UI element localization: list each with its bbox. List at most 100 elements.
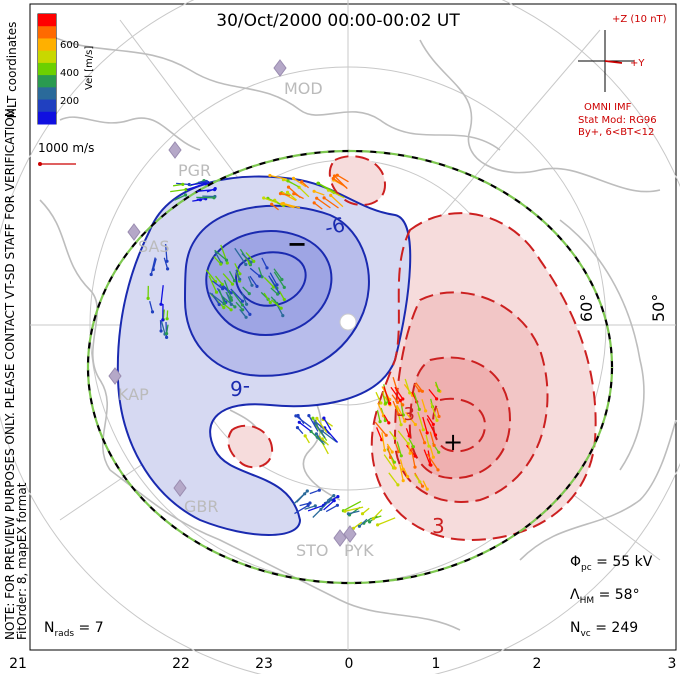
imf-y-label: +Y [630, 58, 645, 69]
velocity-vector-origin [429, 463, 432, 466]
velocity-vector-origin [165, 336, 168, 339]
velocity-vector-origin [161, 318, 164, 321]
velocity-vector-origin [421, 390, 424, 393]
stat-nrads: Nrads = 7 [44, 620, 104, 639]
velocity-vector-origin [287, 186, 290, 189]
velocity-vector-origin [418, 389, 421, 392]
mlt-tick-3: 3 [668, 656, 677, 672]
velocity-vector-origin [402, 479, 405, 482]
velocity-vector-origin [313, 190, 316, 193]
velocity-vector-origin [347, 512, 350, 515]
velocity-vector-origin [408, 434, 411, 437]
velocity-vector-origin [389, 456, 392, 459]
velocity-vector [299, 422, 310, 431]
velocity-vector-origin [329, 498, 332, 501]
imf-clock: +Z (10 nT) +Y OMNI IMF Stat Mod: RG96 By… [578, 14, 667, 138]
velocity-vector [161, 320, 162, 331]
station-marker-mod [274, 60, 286, 76]
velocity-vector-origin [434, 433, 437, 436]
velocity-vector-origin [436, 468, 439, 471]
velocity-vector-origin [297, 414, 300, 417]
velocity-vector-origin [279, 192, 282, 195]
station-label-gbr: GBR [184, 497, 219, 516]
velocity-vector-origin [408, 391, 411, 394]
velocity-vector-origin [427, 445, 430, 448]
velocity-vector-origin [231, 283, 234, 286]
velocity-vector-origin [226, 261, 229, 264]
velocity-vector-origin [233, 305, 236, 308]
coordinate-system-label: MLT coordinates [5, 22, 19, 119]
svg-text:Nrads = 7: Nrads = 7 [44, 620, 104, 639]
velocity-vector-origin [268, 174, 271, 177]
velocity-vector-origin [387, 421, 390, 424]
station-marker-pgr [169, 142, 181, 158]
velocity-vector-origin [379, 401, 382, 404]
stat-lambda-hm: ΛHM = 58° [570, 587, 640, 606]
colorbar-cell [38, 51, 56, 64]
lat-label-60: 60° [577, 294, 596, 322]
velocity-vector-origin [306, 489, 309, 492]
station-label-mod: MOD [284, 79, 323, 98]
velocity-colorbar: 600 400 200 Vel [m/s] [38, 14, 95, 125]
velocity-vector-origin [204, 182, 207, 185]
velocity-vector-origin [383, 449, 386, 452]
velocity-vector-origin [379, 420, 382, 423]
velocity-vector-origin [388, 402, 391, 405]
velocity-vector-origin [323, 196, 326, 199]
velocity-vector-origin [409, 452, 412, 455]
velocity-vector-origin [423, 441, 426, 444]
station-label-pgr: PGR [178, 161, 211, 180]
vector-scale-label: 1000 m/s [38, 141, 94, 155]
velocity-vector-origin [322, 417, 325, 420]
velocity-vector-origin [225, 259, 228, 262]
velocity-vector-origin [361, 512, 364, 515]
velocity-vector-origin [422, 428, 425, 431]
colorbar-cell [38, 14, 56, 27]
velocity-vector-origin [307, 414, 310, 417]
velocity-vector-origin [166, 267, 169, 270]
colorbar-cell [38, 112, 56, 125]
velocity-vector-origin [315, 197, 318, 200]
imf-condition: By+, 6<BT<12 [578, 127, 654, 138]
velocity-vector-origin [286, 179, 289, 182]
magnetic-pole-marker [340, 314, 356, 330]
velocity-vector-origin [315, 432, 318, 435]
fit-order-note: FitOrder: 8, mapEX format [15, 482, 29, 640]
velocity-vector-origin [223, 302, 226, 305]
station-label-pyk: PYK [344, 541, 374, 560]
velocity-vector-origin [244, 263, 247, 266]
velocity-vector-origin [329, 194, 332, 197]
velocity-vector-origin [432, 456, 435, 459]
velocity-vector-origin [213, 188, 216, 191]
velocity-vector-origin [316, 182, 319, 185]
lat-label-50: 50° [649, 294, 668, 322]
velocity-vector-origin [372, 517, 375, 520]
velocity-vector-origin [184, 193, 187, 196]
velocity-vector-origin [307, 504, 310, 507]
velocity-vector-origin [165, 332, 168, 335]
velocity-vector-origin [248, 313, 251, 316]
velocity-vector-origin [283, 286, 286, 289]
velocity-vector-origin [392, 466, 395, 469]
velocity-vector-origin [218, 303, 221, 306]
velocity-vector-origin [230, 303, 233, 306]
velocity-vector-origin [315, 417, 318, 420]
velocity-vector-origin [426, 431, 429, 434]
velocity-vector-origin [296, 426, 299, 429]
velocity-vector-origin [221, 283, 224, 286]
velocity-vector-origin [265, 266, 268, 269]
velocity-vector-origin [336, 174, 339, 177]
plot-title: 30/Oct/2000 00:00-00:02 UT [216, 11, 460, 31]
colorbar-cell [38, 63, 56, 76]
velocity-vector-origin [313, 201, 316, 204]
station-label-sto: STO [296, 541, 329, 560]
contour-label-pos-2: -3 [397, 404, 415, 425]
velocity-vector-origin [376, 523, 379, 526]
colorbar-cell [38, 100, 56, 113]
velocity-vector-origin [336, 495, 339, 498]
velocity-vector-origin [298, 421, 301, 424]
velocity-vector-origin [414, 455, 417, 458]
velocity-vector-origin [437, 415, 440, 418]
velocity-vector-origin [437, 389, 440, 392]
velocity-vector-origin [300, 180, 303, 183]
